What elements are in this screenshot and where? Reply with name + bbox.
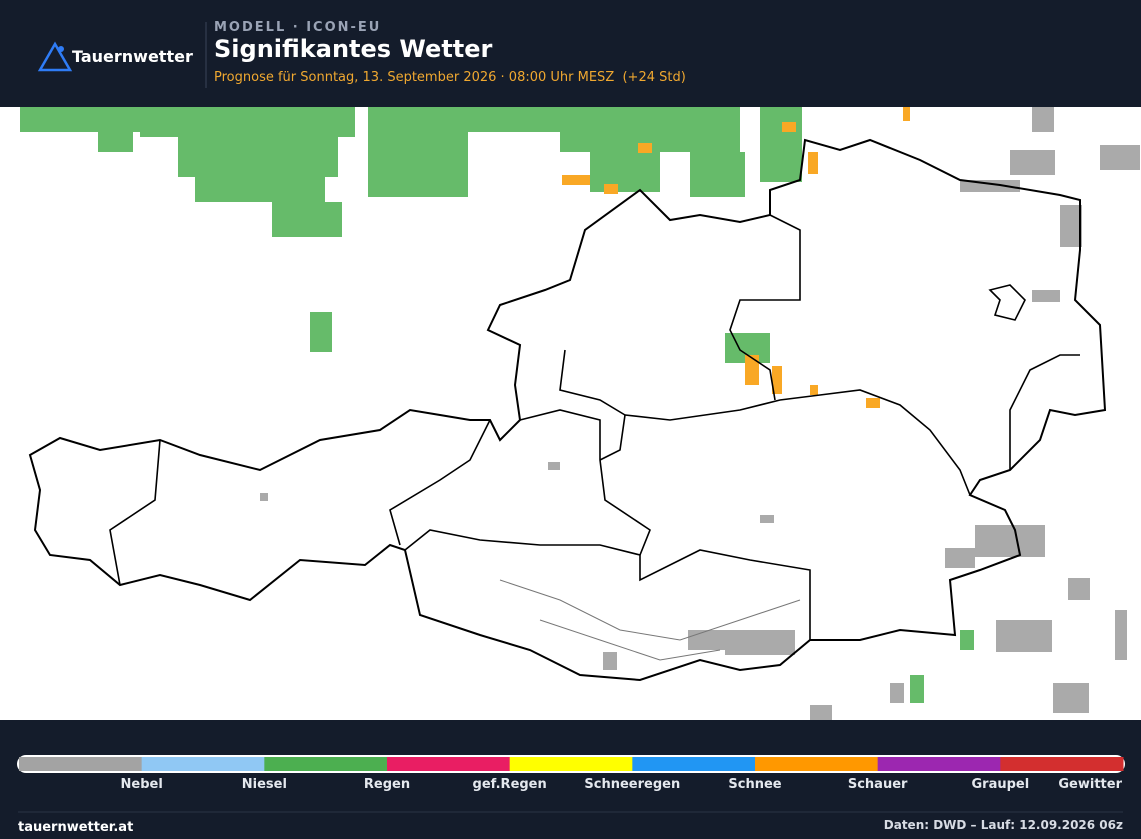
country-border <box>28 138 1107 682</box>
title: Signifikantes Wetter <box>214 35 493 63</box>
shower-areas <box>562 107 910 408</box>
legend-label: Nebel <box>120 777 163 792</box>
legend-swatch <box>387 757 511 771</box>
state-borders <box>109 214 1080 640</box>
brand: Tauernwetter <box>72 47 193 66</box>
header-bg <box>0 0 1141 107</box>
logo-icon <box>37 41 73 72</box>
legend-swatch <box>509 757 633 771</box>
subtitle: Prognose für Sonntag, 13. September 2026… <box>214 70 686 85</box>
logo-dot <box>58 46 64 52</box>
roads <box>499 579 801 661</box>
legend-label: Graupel <box>971 777 1030 792</box>
legend-swatch <box>632 757 756 771</box>
legend-swatch <box>1000 757 1124 771</box>
legend-swatch <box>877 757 1001 771</box>
legend-label: Regen <box>363 777 411 792</box>
legend-swatch <box>755 757 879 771</box>
legend-label: Gewitter <box>1058 777 1122 792</box>
legend-bar <box>19 757 1124 771</box>
source: Daten: DWD – Lauf: 12.09.2026 06z <box>883 818 1123 832</box>
legend-label: Schnee <box>728 777 782 792</box>
fog-areas <box>260 107 1140 720</box>
legend-swatch <box>141 757 265 771</box>
legend-label: Schauer <box>847 777 908 792</box>
legend-bg <box>0 720 1141 839</box>
legend-label: Niesel <box>241 777 287 792</box>
legend-label: gef.Regen <box>472 777 547 792</box>
site: tauernwetter.at <box>18 820 134 835</box>
legend-swatch <box>264 757 388 771</box>
legend-swatch <box>19 757 143 771</box>
model: MODELL · ICON-EU <box>214 20 382 35</box>
rain-areas <box>20 107 974 703</box>
legend-label: Schneeregen <box>584 777 681 792</box>
map-bg <box>0 107 1141 720</box>
